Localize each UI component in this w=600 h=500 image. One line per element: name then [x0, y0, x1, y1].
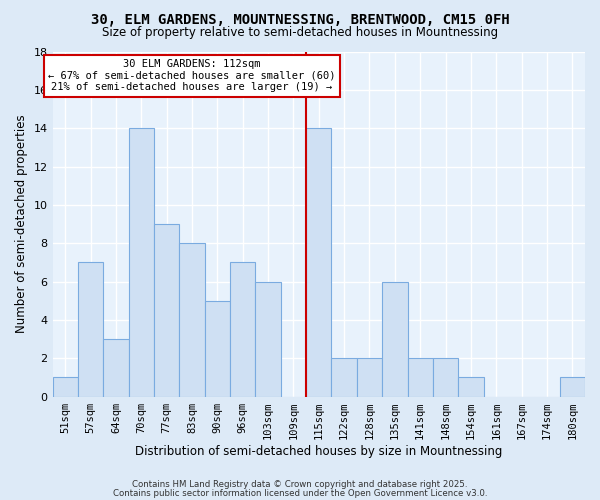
Text: 30 ELM GARDENS: 112sqm
← 67% of semi-detached houses are smaller (60)
21% of sem: 30 ELM GARDENS: 112sqm ← 67% of semi-det… [48, 59, 336, 92]
Bar [128, 128, 154, 396]
Bar [103, 339, 128, 396]
Bar [357, 358, 382, 397]
Bar [205, 300, 230, 396]
Bar [433, 358, 458, 397]
Bar [256, 282, 281, 397]
Bar [154, 224, 179, 396]
Bar [230, 262, 256, 396]
Text: Contains HM Land Registry data © Crown copyright and database right 2025.: Contains HM Land Registry data © Crown c… [132, 480, 468, 489]
Bar [53, 378, 78, 396]
Bar [382, 282, 407, 397]
Y-axis label: Number of semi-detached properties: Number of semi-detached properties [15, 114, 28, 334]
Bar [331, 358, 357, 397]
Text: Contains public sector information licensed under the Open Government Licence v3: Contains public sector information licen… [113, 488, 487, 498]
Bar [306, 128, 331, 396]
Bar [458, 378, 484, 396]
Text: Size of property relative to semi-detached houses in Mountnessing: Size of property relative to semi-detach… [102, 26, 498, 39]
Bar [560, 378, 585, 396]
Bar [407, 358, 433, 397]
Bar [179, 243, 205, 396]
Text: 30, ELM GARDENS, MOUNTNESSING, BRENTWOOD, CM15 0FH: 30, ELM GARDENS, MOUNTNESSING, BRENTWOOD… [91, 12, 509, 26]
X-axis label: Distribution of semi-detached houses by size in Mountnessing: Distribution of semi-detached houses by … [135, 444, 502, 458]
Bar [78, 262, 103, 396]
